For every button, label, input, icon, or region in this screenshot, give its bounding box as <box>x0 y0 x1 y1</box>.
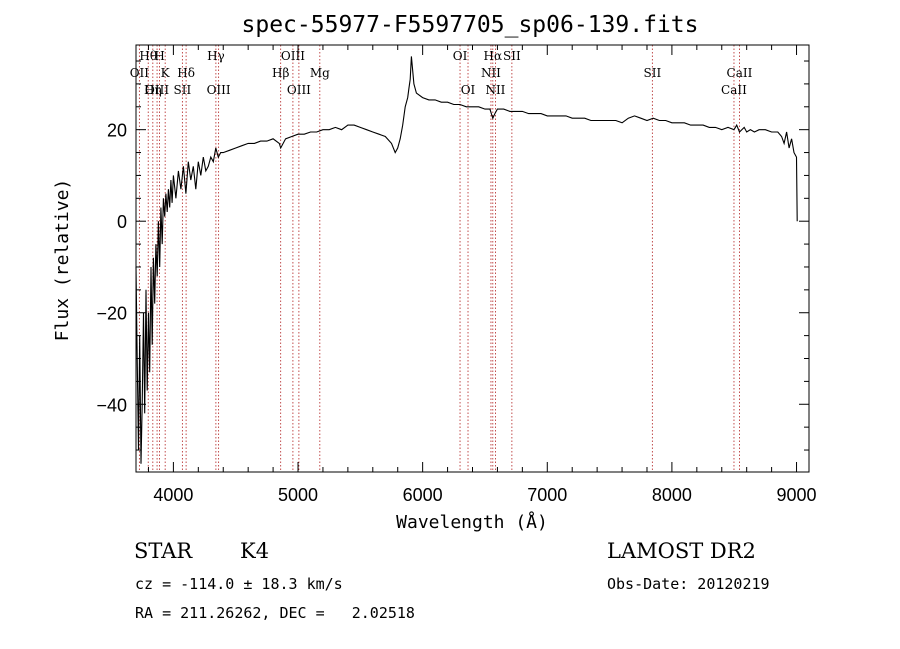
line-label-11: Mg <box>310 66 330 80</box>
y-tick-label--20: −20 <box>96 304 127 324</box>
x-axis-label: Wavelength (Å) <box>396 511 548 533</box>
plot-frame <box>135 44 810 473</box>
line-label-16: Hη <box>144 83 162 97</box>
line-label-18: OIII <box>207 83 231 97</box>
line-label-17: SII <box>174 83 192 97</box>
line-label-14: CaII <box>727 66 753 80</box>
line-label-10: Hβ <box>272 66 289 80</box>
line-label-12: NII <box>481 66 501 80</box>
coordinates: RA = 211.26262, DEC = 2.02518 <box>135 604 415 622</box>
survey-name: LAMOST DR2 <box>607 539 756 563</box>
x-tick-label-7000: 7000 <box>527 485 567 505</box>
redshift-cz: cz = -114.0 ± 18.3 km/s <box>135 575 343 593</box>
observation-date: Obs-Date: 20120219 <box>607 575 770 593</box>
x-tick-label-6000: 6000 <box>403 485 443 505</box>
line-label-13: SII <box>643 66 661 80</box>
line-label-8: K <box>161 66 171 80</box>
y-tick-label--40: −40 <box>96 395 127 415</box>
line-label-9: Hδ <box>177 66 195 80</box>
line-label-19: OIII <box>287 83 311 97</box>
y-axis-ticks: −40 −20 0 20 <box>96 60 809 451</box>
spectral-line-markers <box>138 45 740 472</box>
line-label-0: Hθ <box>139 49 157 63</box>
line-label-4: OI <box>453 49 468 63</box>
object-subclass: K4 <box>240 539 270 563</box>
y-axis-label: Flux (relative) <box>52 179 73 342</box>
y-tick-label-20: 20 <box>107 121 127 141</box>
line-label-7: OII <box>130 66 150 80</box>
spectrum-series <box>135 56 798 464</box>
object-class: STAR <box>134 539 193 563</box>
x-axis-ticks: 4000 5000 6000 7000 8000 9000 <box>147 45 817 505</box>
line-label-5: Hα <box>484 49 503 63</box>
chart-title: spec-55977-F5597705_sp06-139.fits <box>242 12 699 38</box>
line-label-21: NII <box>485 83 505 97</box>
line-label-20: OI <box>461 83 476 97</box>
line-label-1: H <box>154 49 164 63</box>
line-label-15: OIII <box>145 83 169 97</box>
line-label-6: SII <box>503 49 521 63</box>
x-tick-label-5000: 5000 <box>278 485 318 505</box>
y-tick-label-0: 0 <box>117 212 127 232</box>
x-tick-label-4000: 4000 <box>153 485 193 505</box>
x-tick-label-9000: 9000 <box>777 485 817 505</box>
line-label-3: OIII <box>281 49 305 63</box>
x-tick-label-8000: 8000 <box>652 485 692 505</box>
line-label-2: Hγ <box>207 49 225 63</box>
line-label-22: CaII <box>721 83 747 97</box>
